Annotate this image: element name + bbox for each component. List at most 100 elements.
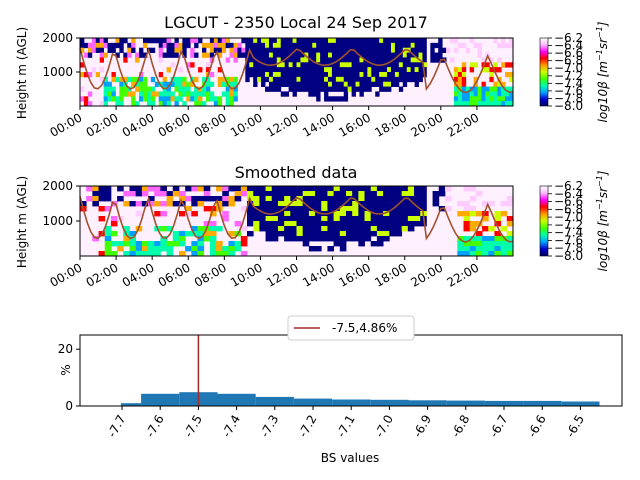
histogram-bars xyxy=(120,392,600,406)
colorbar-tick-label: −6.6 xyxy=(554,46,583,60)
colorbar-tick-label: −6.8 xyxy=(554,202,583,216)
histogram-ylabel: % xyxy=(59,364,73,375)
colorbar-tick-label: −6.8 xyxy=(554,54,583,68)
x-tick-label: 16:00 xyxy=(336,110,373,139)
panel1-colorbar xyxy=(539,37,549,107)
colorbar-tick-label: −7.2 xyxy=(554,218,583,232)
panel2-colorbar-ticks: −6.2−6.4−6.6−6.8−7.0−7.2−7.4−7.6−7.8−8.0 xyxy=(548,179,583,263)
x-tick-label: -6.5 xyxy=(563,413,587,440)
x-tick-label: 02:00 xyxy=(84,260,121,289)
panel1-colorbar-ticks: −6.2−6.4−6.6−6.8−7.0−7.2−7.4−7.6−7.8−8.0 xyxy=(548,31,583,113)
panel1-title: LGCUT - 2350 Local 24 Sep 2017 xyxy=(164,13,428,32)
x-tick-label: 18:00 xyxy=(372,110,409,139)
x-tick-label: 18:00 xyxy=(372,260,409,289)
histogram-bar xyxy=(217,393,256,406)
colorbar-tick-label: −7.0 xyxy=(554,61,583,75)
x-tick-label: -7.4 xyxy=(219,413,243,440)
colorbar-tick-label: −6.4 xyxy=(554,187,583,201)
y-tick-label: 0 xyxy=(65,399,73,413)
y-tick-label: 20 xyxy=(58,342,73,356)
histogram-bar xyxy=(332,399,371,406)
x-tick-label: -7.7 xyxy=(105,413,129,440)
histogram-bar xyxy=(141,393,180,406)
smoothed-heatmap-panel: Smoothed data 1000 2000 00:00 02:00 04:00 06… xyxy=(15,163,610,290)
x-tick-label: 00:00 xyxy=(48,260,85,289)
y-tick-label: 1000 xyxy=(42,214,73,228)
x-tick-label: 14:00 xyxy=(300,110,337,139)
x-tick-label: 06:00 xyxy=(156,110,193,139)
x-tick-label: -6.6 xyxy=(525,413,549,440)
histogram-legend: -7.5,4.86% xyxy=(287,315,415,341)
x-tick-label: 12:00 xyxy=(264,260,301,289)
x-tick-label: -6.7 xyxy=(487,413,511,440)
histogram-bar xyxy=(446,400,485,406)
histogram-xlabel: BS values xyxy=(321,451,379,465)
colorbar-tick-label: −7.6 xyxy=(554,233,583,247)
colorbar-tick-label: −7.4 xyxy=(554,76,583,90)
panel2-y-ticks: 1000 2000 xyxy=(42,179,80,228)
x-tick-label: 16:00 xyxy=(336,260,373,289)
colorbar-tick-label: −7.2 xyxy=(554,69,583,83)
panel2-colorbar-label: log10β [m−1sr−1] xyxy=(595,170,610,271)
histogram-x-ticks: -7.7 -7.6 -7.5 -7.4 -7.3 -7.2 -7.1 -7.0 -6.9 -6.8… xyxy=(105,406,587,440)
colorbar-tick-label: −6.6 xyxy=(554,195,583,209)
colorbar-tick-label: −7.0 xyxy=(554,210,583,224)
colorbar-tick-label: −6.4 xyxy=(554,39,583,53)
colorbar-tick-label: −7.8 xyxy=(554,91,583,105)
x-tick-label: 04:00 xyxy=(120,260,157,289)
x-tick-label: 08:00 xyxy=(192,260,229,289)
x-tick-label: 20:00 xyxy=(408,110,445,139)
x-tick-label: 04:00 xyxy=(120,110,157,139)
panel2-colorbar xyxy=(539,185,549,257)
histogram-y-ticks: 0 20 xyxy=(58,342,80,413)
histogram-bar xyxy=(408,400,447,406)
histogram-bar xyxy=(255,396,294,406)
panel1-y-ticks: 1000 2000 xyxy=(42,31,80,79)
x-tick-label: 22:00 xyxy=(444,260,481,289)
x-tick-label: 20:00 xyxy=(408,260,445,289)
x-tick-label: 10:00 xyxy=(228,260,265,289)
x-tick-label: -7.1 xyxy=(334,413,358,440)
colorbar-tick-label: −7.4 xyxy=(554,226,583,240)
histogram-bar xyxy=(120,403,142,406)
histogram-bar xyxy=(293,398,333,406)
colorbar-tick-label: −7.6 xyxy=(554,84,583,98)
x-tick-label: -7.6 xyxy=(143,413,167,440)
raw-heatmap-panel: LGCUT - 2350 Local 24 Sep 2017 10002000 … xyxy=(15,13,610,140)
x-tick-label: -7.5 xyxy=(181,413,205,440)
histogram-bar xyxy=(523,400,562,406)
x-tick-label: 12:00 xyxy=(264,110,301,139)
colorbar-tick-label: −8.0 xyxy=(554,99,583,113)
x-tick-label: 14:00 xyxy=(300,260,337,289)
x-tick-label: 02:00 xyxy=(84,110,121,139)
panel2-heatmap-field xyxy=(79,186,514,257)
x-tick-label: -6.8 xyxy=(449,413,473,440)
x-tick-label: -6.9 xyxy=(410,413,434,440)
panel1-x-ticks: 00:00 02:00 04:00 06:00 08:00 10:00 12:00 14:00… xyxy=(48,106,481,140)
histogram-bar xyxy=(484,400,524,406)
colorbar-tick-label: −8.0 xyxy=(554,249,583,263)
y-tick-label: 1000 xyxy=(42,65,73,79)
legend-box xyxy=(287,315,415,341)
histogram-bar xyxy=(561,401,600,406)
x-tick-label: -7.3 xyxy=(258,413,282,440)
y-tick-label: 2000 xyxy=(42,179,73,193)
colorbar-tick-label: −6.2 xyxy=(554,179,583,193)
x-tick-label: 00:00 xyxy=(48,110,85,139)
x-tick-label: 22:00 xyxy=(444,110,481,139)
panel1-ylabel: Height m (AGL) xyxy=(15,27,29,119)
histogram-panel: 0 20 -7.7 -7.6 -7.5 -7.4 -7.3 -7.2 -7.1 -7.0 -6.9… xyxy=(58,315,623,465)
x-tick-label: -7.2 xyxy=(296,413,320,440)
y-tick-label: 2000 xyxy=(42,31,73,45)
x-tick-label: 08:00 xyxy=(192,110,229,139)
colorbar-tick-label: −7.8 xyxy=(554,241,583,255)
x-tick-label: 10:00 xyxy=(228,110,265,139)
panel1-colorbar-label: log10β [m−1sr−1] xyxy=(595,21,610,122)
panel1-heatmap-field xyxy=(79,38,514,107)
legend-label: -7.5,4.86% xyxy=(332,321,397,335)
x-tick-label: -7.0 xyxy=(372,413,396,440)
x-tick-label: 06:00 xyxy=(156,260,193,289)
panel2-ylabel: Height m (AGL) xyxy=(15,176,29,268)
colorbar-tick-label: −6.2 xyxy=(554,31,583,45)
